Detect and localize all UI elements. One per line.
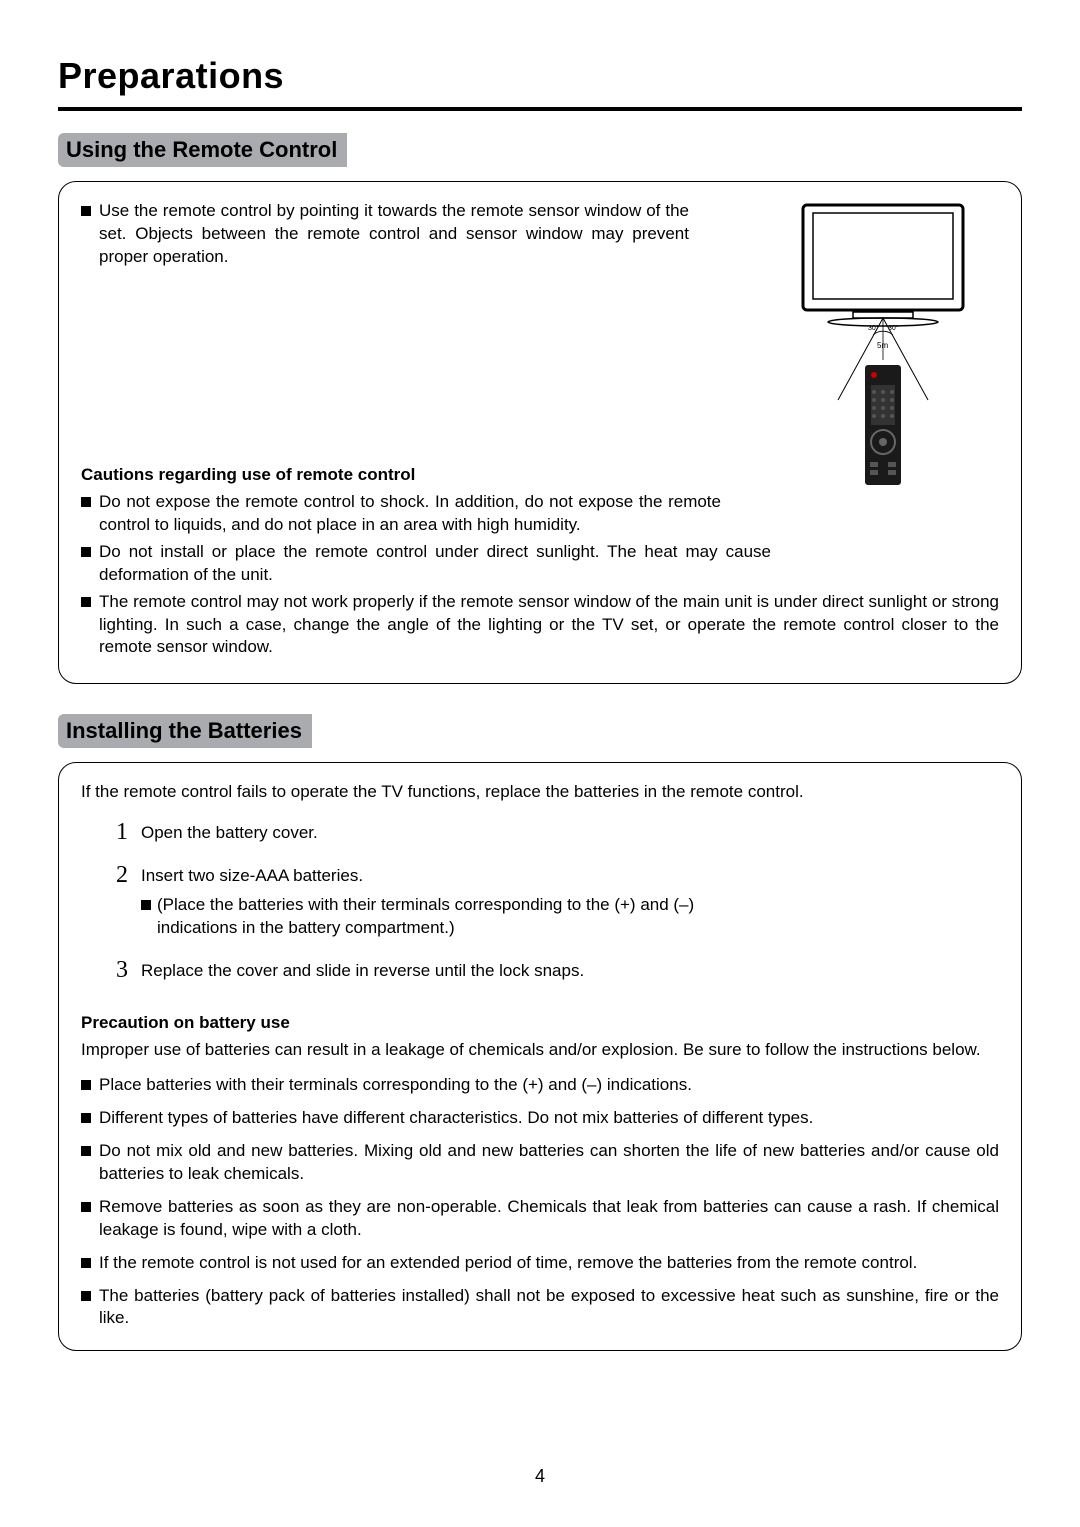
page-title: Preparations: [58, 55, 1022, 97]
bullet-icon: [81, 1080, 91, 1090]
angle-left-label: 30°: [868, 324, 879, 332]
bullet-icon: [81, 206, 91, 216]
section-heading-remote: Using the Remote Control: [58, 133, 347, 167]
precaution-text: Place batteries with their terminals cor…: [99, 1074, 999, 1097]
step-body: Insert two size-AAA batteries. (Place th…: [141, 865, 701, 940]
tv-remote-diagram: 30° 30° 5m: [783, 200, 1003, 500]
bullet-icon: [81, 497, 91, 507]
precaution-text: Do not mix old and new batteries. Mixing…: [99, 1140, 999, 1186]
cautions-list: Do not expose the remote control to shoc…: [81, 491, 999, 660]
bullet-icon: [81, 547, 91, 557]
precaution-text: The batteries (battery pack of batteries…: [99, 1285, 999, 1331]
precaution-item: Place batteries with their terminals cor…: [81, 1074, 999, 1097]
step-number: 2: [109, 863, 135, 887]
bullet-icon: [81, 597, 91, 607]
step-text: Open the battery cover.: [141, 822, 701, 845]
step-number: 3: [109, 958, 135, 982]
precaution-intro: Improper use of batteries can result in …: [81, 1039, 999, 1062]
page-number: 4: [0, 1466, 1080, 1487]
bullet-icon: [81, 1202, 91, 1212]
precaution-item: Do not mix old and new batteries. Mixing…: [81, 1140, 999, 1186]
bullet-icon: [81, 1113, 91, 1123]
caution-item: Do not expose the remote control to shoc…: [81, 491, 721, 537]
caution-text: The remote control may not work properly…: [99, 591, 999, 660]
precaution-list: Place batteries with their terminals cor…: [81, 1074, 999, 1330]
step-text: Replace the cover and slide in reverse u…: [141, 960, 999, 983]
precaution-item: The batteries (battery pack of batteries…: [81, 1285, 999, 1331]
step-number: 1: [109, 820, 135, 844]
bullet-icon: [81, 1291, 91, 1301]
section-heading-batteries: Installing the Batteries: [58, 714, 312, 748]
caution-item: The remote control may not work properly…: [81, 591, 999, 660]
step-1: 1 Open the battery cover.: [81, 822, 999, 845]
box-remote-control: Use the remote control by pointing it to…: [58, 181, 1022, 684]
caution-item: Do not install or place the remote contr…: [81, 541, 771, 587]
box-batteries: If the remote control fails to operate t…: [58, 762, 1022, 1351]
distance-label: 5m: [877, 341, 888, 350]
precaution-heading: Precaution on battery use: [81, 1013, 999, 1033]
precaution-text: Different types of batteries have differ…: [99, 1107, 999, 1130]
precaution-text: If the remote control is not used for an…: [99, 1252, 999, 1275]
precaution-item: Different types of batteries have differ…: [81, 1107, 999, 1130]
step-2: 2 Insert two size-AAA batteries. (Place …: [81, 865, 999, 940]
intro-text: Use the remote control by pointing it to…: [99, 200, 689, 269]
precaution-item: If the remote control is not used for an…: [81, 1252, 999, 1275]
title-rule: [58, 107, 1022, 111]
caution-text: Do not install or place the remote contr…: [99, 541, 771, 587]
caution-text: Do not expose the remote control to shoc…: [99, 491, 721, 537]
angle-right-label: 30°: [888, 324, 899, 332]
step-3: 3 Replace the cover and slide in reverse…: [81, 960, 999, 983]
bullet-icon: [81, 1258, 91, 1268]
precaution-item: Remove batteries as soon as they are non…: [81, 1196, 999, 1242]
bullet-icon: [141, 900, 151, 910]
step-text: Insert two size-AAA batteries.: [141, 866, 363, 885]
step-sub-text: (Place the batteries with their terminal…: [157, 894, 701, 940]
step-sub: (Place the batteries with their terminal…: [141, 894, 701, 940]
page: Preparations Using the Remote Control Us…: [0, 0, 1080, 1527]
precaution-text: Remove batteries as soon as they are non…: [99, 1196, 999, 1242]
batteries-intro: If the remote control fails to operate t…: [81, 781, 999, 804]
bullet-icon: [81, 1146, 91, 1156]
